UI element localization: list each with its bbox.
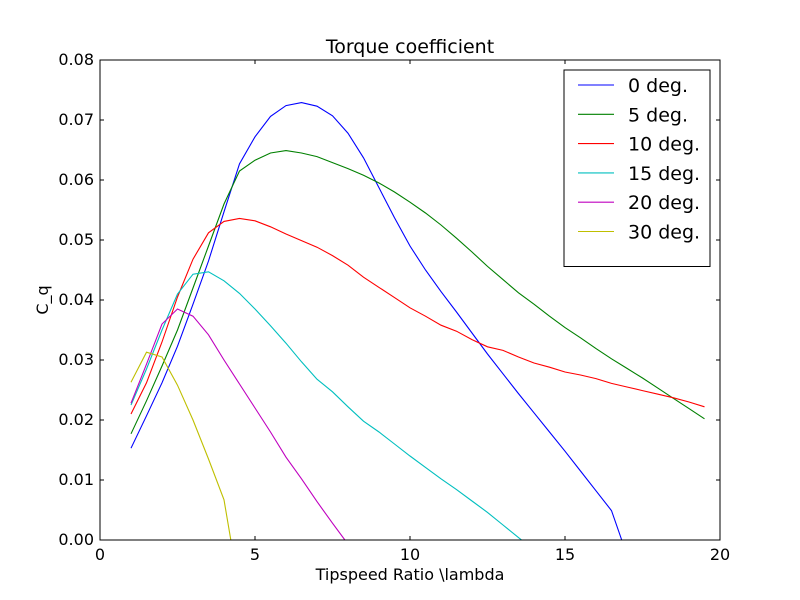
- x-tick-label-4: 20: [710, 545, 730, 564]
- legend-label-3: 15 deg.: [628, 163, 700, 185]
- y-tick-label-7: 0.07: [58, 110, 94, 129]
- legend-label-4: 20 deg.: [628, 192, 700, 214]
- legend-label-0: 0 deg.: [628, 75, 688, 97]
- y-tick-label-5: 0.05: [58, 230, 94, 249]
- y-tick-label-0: 0.00: [58, 530, 94, 549]
- legend-label-1: 5 deg.: [628, 104, 688, 126]
- series-line-0: [130, 102, 623, 540]
- legend-label-5: 30 deg.: [628, 222, 700, 244]
- series-line-5: [130, 351, 232, 540]
- y-tick-label-2: 0.02: [58, 410, 94, 429]
- x-tick-label-3: 15: [555, 545, 575, 564]
- y-tick-label-4: 0.04: [58, 290, 94, 309]
- y-tick-label-8: 0.08: [58, 50, 94, 69]
- series-line-1: [130, 150, 705, 435]
- y-axis-label: C_q: [33, 285, 53, 314]
- y-tick-label-3: 0.03: [58, 350, 94, 369]
- chart-title: Torque coefficient: [325, 36, 494, 58]
- series-line-4: [130, 308, 346, 540]
- y-tick-label-6: 0.06: [58, 170, 94, 189]
- y-tick-label-1: 0.01: [58, 470, 94, 489]
- series-line-2: [130, 217, 705, 415]
- ticks-layer: 0 5 10 15 20 0.00 0.01 0.02 0.03 0.04 0.05 0.06 0.07…: [58, 50, 730, 564]
- x-tick-label-1: 5: [250, 545, 260, 564]
- legend: 0 deg. 5 deg. 10 deg. 15 deg. 20 deg. 30 deg.: [563, 69, 711, 267]
- legend-label-2: 10 deg.: [628, 134, 700, 156]
- series-lines-layer: [130, 102, 705, 540]
- x-tick-label-0: 0: [95, 545, 105, 564]
- x-axis-label: Tipspeed Ratio \lambda: [315, 565, 505, 584]
- legend-box: [563, 69, 711, 267]
- x-tick-label-2: 10: [400, 545, 420, 564]
- series-line-3: [130, 271, 522, 540]
